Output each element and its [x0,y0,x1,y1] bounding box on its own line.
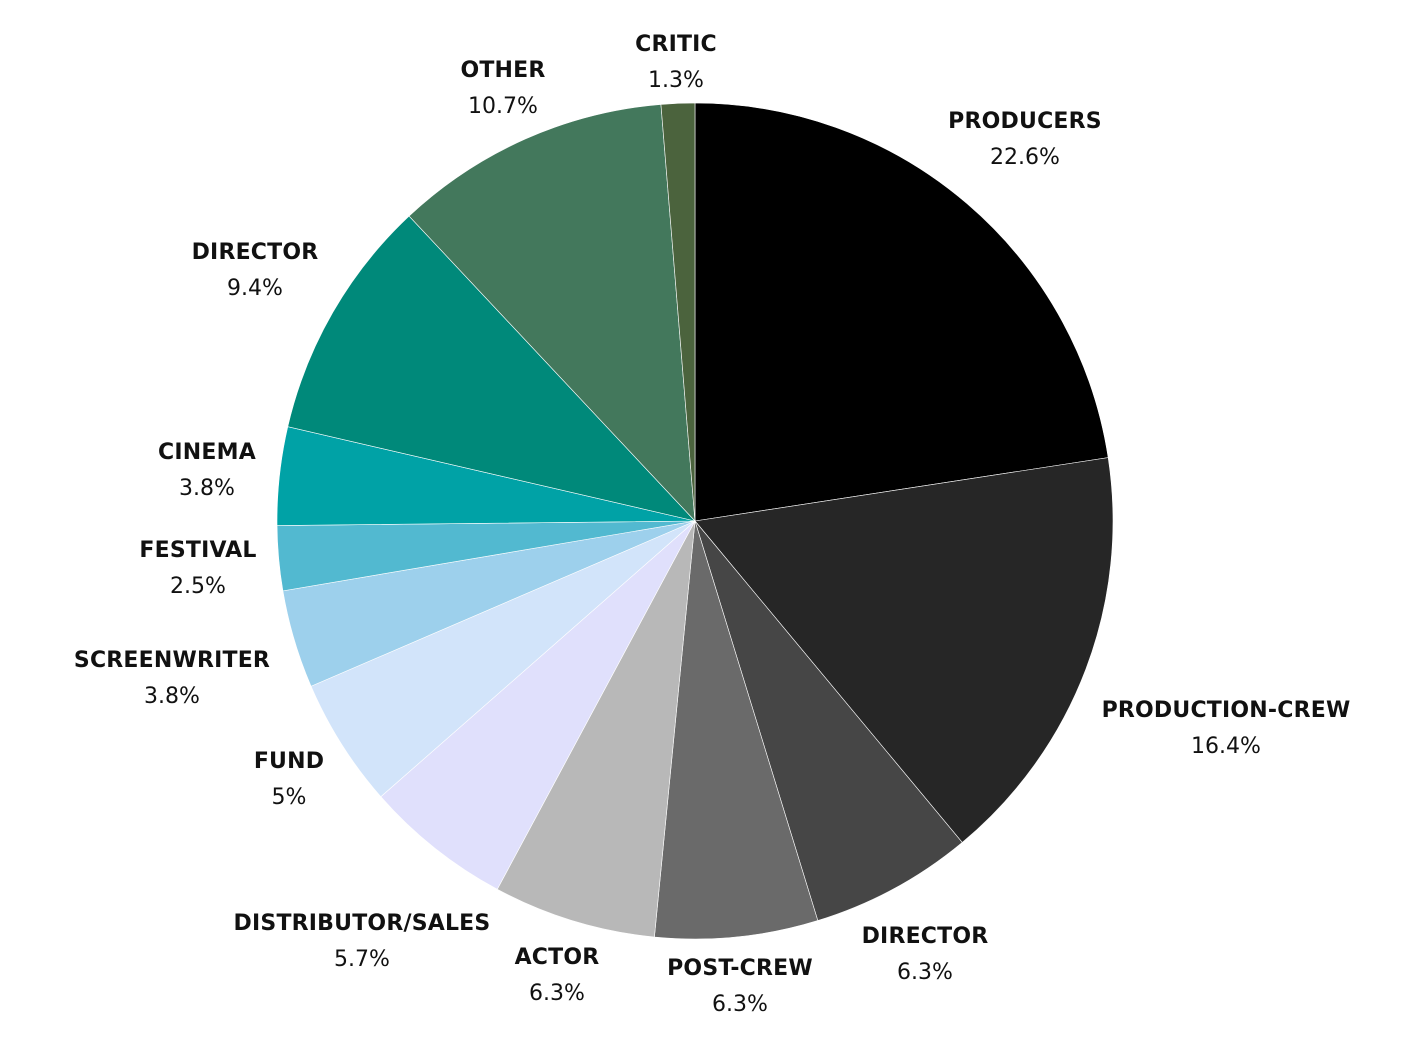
slice-percent-director-2: 6.3% [897,960,953,985]
slice-label-fund-6: FUND [254,749,324,774]
slice-percent-post-crew-3: 6.3% [712,992,768,1017]
slice-label-distributor-sales-5: DISTRIBUTOR/SALES [234,911,491,936]
pie-slices [276,102,1114,940]
slice-percent-other-11: 10.7% [468,94,538,119]
pie-slice-distributor-sales-5 [380,520,696,890]
pie-slice-production-crew-1 [694,457,1114,843]
slice-percent-cinema-9: 3.8% [179,476,235,501]
slice-labels: PRODUCERS 22.6% PRODUCTION-CREW 16.4% DIRECT… [74,32,1351,1017]
slice-percent-producers-0: 22.6% [990,145,1060,170]
slice-percent-director-10: 9.4% [227,276,283,301]
slice-label-producers-0: PRODUCERS [948,109,1102,134]
slice-label-festival-8: FESTIVAL [139,538,256,563]
pie-slice-other-11 [408,104,696,522]
slice-percent-actor-4: 6.3% [529,981,585,1006]
pie-slice-actor-4 [496,520,696,938]
slice-percent-production-crew-1: 16.4% [1191,734,1261,759]
slice-percent-distributor-sales-5: 5.7% [334,947,390,972]
slice-percent-festival-8: 2.5% [170,574,226,599]
slice-label-critic-12: CRITIC [635,32,717,57]
slice-label-post-crew-3: POST-CREW [667,956,813,981]
pie-slice-director-2 [694,520,963,921]
slice-label-screenwriter-7: SCREENWRITER [74,648,270,673]
slice-label-production-crew-1: PRODUCTION-CREW [1102,698,1351,723]
pie-slice-critic-12 [660,102,696,522]
pie-slice-director-10 [287,215,696,522]
pie-slice-producers-0 [694,102,1109,522]
slice-label-other-11: OTHER [460,58,545,83]
slice-label-actor-4: ACTOR [515,945,600,970]
slice-label-director-2: DIRECTOR [862,924,989,949]
slice-percent-fund-6: 5% [272,785,307,810]
slice-label-director-10: DIRECTOR [192,240,319,265]
slice-percent-screenwriter-7: 3.8% [144,684,200,709]
pie-slice-post-crew-3 [654,520,819,940]
slice-percent-critic-12: 1.3% [648,68,704,93]
slice-label-cinema-9: CINEMA [158,440,256,465]
